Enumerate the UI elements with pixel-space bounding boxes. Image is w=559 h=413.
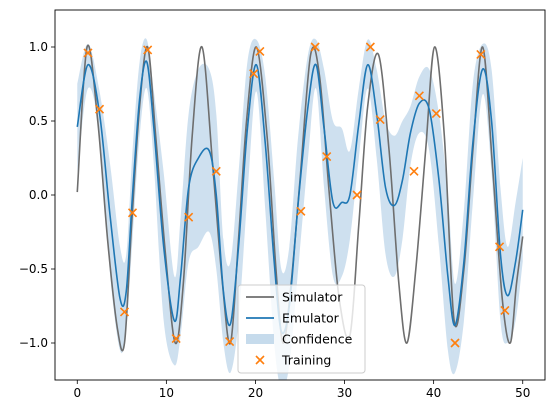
emulator-line-layer <box>76 60 524 335</box>
training-point <box>83 48 93 58</box>
training-point <box>225 336 235 347</box>
training-point <box>255 46 265 57</box>
confidence-band-layer <box>77 38 523 380</box>
training-point <box>409 166 419 176</box>
training-point <box>310 42 320 52</box>
training-point <box>211 166 221 176</box>
legend-swatch-training <box>255 355 265 365</box>
x-tick-label: 40 <box>426 386 441 400</box>
legend: Simulator Emulator Confidence Training <box>237 284 366 374</box>
legend-swatch-confidence <box>246 334 274 344</box>
y-tick-label: −1.0 <box>19 336 48 350</box>
training-points-layer <box>83 42 510 348</box>
y-tick-label: 0.0 <box>29 188 48 202</box>
y-tick-label: 0.5 <box>29 114 48 128</box>
training-point <box>94 104 105 114</box>
x-tick-label: 30 <box>337 386 352 400</box>
training-point <box>171 333 181 344</box>
training-point <box>375 114 385 125</box>
confidence-band <box>77 38 523 380</box>
training-point <box>365 42 375 52</box>
x-axis: 0 10 20 30 40 50 <box>73 380 530 400</box>
x-tick-label: 0 <box>73 386 81 400</box>
training-point <box>450 338 460 348</box>
x-tick-label: 20 <box>248 386 263 400</box>
legend-label-emulator: Emulator <box>282 311 340 326</box>
training-point <box>143 45 153 55</box>
y-tick-label: 1.0 <box>29 40 48 54</box>
emulator-line <box>76 60 524 335</box>
training-point <box>500 305 510 316</box>
training-point <box>494 242 505 252</box>
legend-label-simulator: Simulator <box>282 290 343 305</box>
y-tick-label: −0.5 <box>19 262 48 276</box>
plot-area <box>76 38 524 380</box>
training-point <box>322 151 332 162</box>
training-point <box>127 208 138 218</box>
legend-label-training: Training <box>281 353 331 368</box>
training-point <box>476 49 486 59</box>
training-point <box>184 212 194 222</box>
y-axis: −1.0 −0.5 0.0 0.5 1.0 <box>19 40 55 350</box>
training-point <box>352 190 362 200</box>
x-tick-label: 10 <box>159 386 174 400</box>
training-point <box>431 109 441 119</box>
x-tick-label: 50 <box>515 386 530 400</box>
legend-box <box>237 284 366 374</box>
training-point <box>296 206 306 216</box>
training-point <box>249 69 259 79</box>
training-point <box>119 307 130 317</box>
training-point <box>414 91 424 101</box>
legend-label-confidence: Confidence <box>282 332 353 347</box>
